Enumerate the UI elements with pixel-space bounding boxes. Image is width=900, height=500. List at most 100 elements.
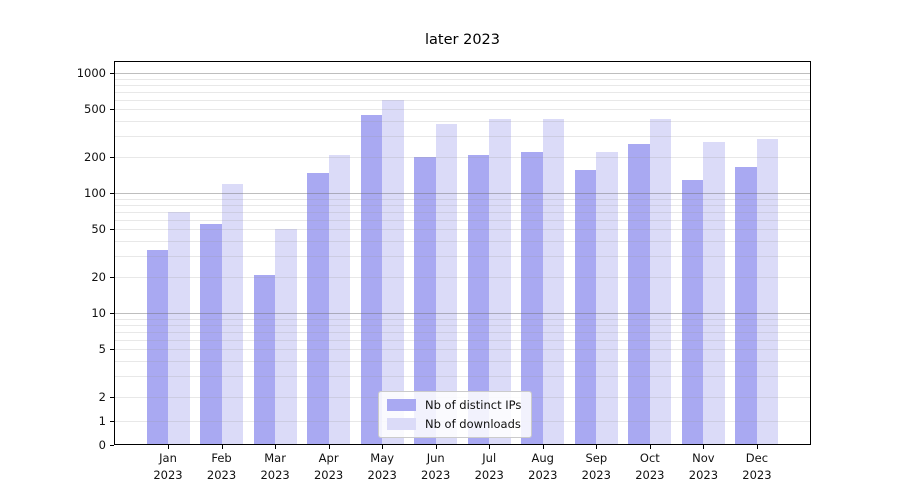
bar-downloads-Aug-2023 — [542, 119, 565, 444]
x-tick-label: Jan 2023 — [153, 450, 182, 485]
x-tick-mark — [649, 445, 651, 449]
bar-downloads-Mar-2023 — [275, 229, 297, 444]
x-tick-label: Feb 2023 — [207, 450, 236, 485]
x-tick-mark — [703, 445, 705, 449]
y-tick-label: 20 — [91, 270, 106, 285]
y-tick-label: 100 — [84, 186, 106, 201]
x-tick-label: Nov 2023 — [689, 450, 718, 485]
x-tick-year: 2023 — [260, 468, 290, 483]
x-tick-year: 2023 — [313, 468, 344, 483]
bar-downloads-Jun-2023 — [435, 123, 458, 444]
x-tick-month: Mar — [264, 451, 286, 465]
y-tick-mark — [110, 229, 114, 231]
x-tick-month: May — [370, 451, 395, 465]
gridline-minor — [115, 277, 810, 279]
x-tick-label: Jul 2023 — [475, 450, 504, 485]
x-tick-mark — [596, 445, 598, 449]
bar-distinct-ips-Feb-2023 — [200, 223, 222, 444]
gridline-minor — [115, 229, 810, 231]
gridline-minor — [115, 204, 810, 206]
x-tick-month: Apr — [318, 451, 339, 465]
chart-title: later 2023 — [425, 32, 500, 48]
x-tick-year: 2023 — [581, 468, 611, 483]
y-tick-label: 50 — [91, 222, 106, 237]
x-tick-mark — [756, 445, 758, 449]
gridline-minor — [115, 361, 810, 363]
y-tick-label: 1000 — [76, 66, 106, 81]
x-tick-mark — [435, 445, 437, 449]
x-tick-month: Jun — [426, 451, 445, 465]
legend: Nb of distinct IPs Nb of downloads — [378, 391, 533, 438]
x-tick-label: Oct 2023 — [635, 450, 664, 485]
x-tick-label: Jun 2023 — [421, 450, 450, 485]
gridline-minor — [115, 324, 810, 326]
x-tick-year: 2023 — [153, 468, 183, 483]
y-tick-mark — [110, 349, 114, 351]
y-tick-mark — [110, 421, 114, 423]
y-tick-mark — [110, 277, 114, 279]
gridline-minor — [115, 198, 810, 200]
gridline-minor — [115, 136, 810, 138]
bar-distinct-ips-Dec-2023 — [735, 167, 757, 444]
x-tick-year: 2023 — [421, 468, 451, 483]
bar-distinct-ips-Aug-2023 — [521, 152, 543, 444]
bar-downloads-Jul-2023 — [489, 119, 511, 444]
x-tick-label: Apr 2023 — [314, 450, 343, 485]
y-tick-mark — [110, 445, 114, 446]
x-tick-year: 2023 — [635, 468, 665, 483]
y-tick-mark — [110, 397, 114, 399]
x-tick-label: Dec 2023 — [742, 450, 771, 485]
gridline-minor — [115, 91, 810, 93]
gridline-minor — [115, 84, 810, 86]
x-tick-year: 2023 — [474, 468, 504, 483]
x-tick-month: Jul — [482, 451, 497, 465]
gridline-minor — [115, 331, 810, 333]
gridline-minor — [115, 349, 810, 351]
y-tick-mark — [110, 109, 114, 111]
x-tick-month: Jan — [159, 451, 177, 465]
x-tick-year: 2023 — [688, 468, 719, 483]
legend-label: Nb of downloads — [425, 417, 521, 431]
gridline-minor — [115, 109, 810, 111]
x-tick-mark — [542, 445, 544, 449]
x-tick-year: 2023 — [742, 468, 772, 483]
gridline-minor — [115, 256, 810, 258]
y-tick-mark — [110, 193, 114, 195]
x-tick-month: Sep — [585, 451, 608, 465]
x-tick-label: Aug 2023 — [528, 450, 557, 485]
x-tick-mark — [382, 445, 384, 449]
x-tick-mark — [275, 445, 277, 449]
gridline-minor — [115, 241, 810, 243]
y-tick-label: 5 — [98, 342, 106, 357]
y-tick-mark — [110, 73, 114, 75]
y-tick-mark — [110, 313, 114, 315]
bar-downloads-Jan-2023 — [168, 211, 190, 444]
bar-distinct-ips-Oct-2023 — [628, 143, 650, 444]
gridline-minor — [115, 318, 810, 320]
gridline-minor — [115, 78, 810, 80]
x-tick-mark — [221, 445, 223, 449]
x-tick-mark — [328, 445, 330, 449]
bar-downloads-Dec-2023 — [756, 138, 779, 444]
y-tick-mark — [110, 157, 114, 159]
legend-swatch-downloads — [387, 418, 416, 430]
gridline-major — [115, 193, 810, 195]
x-tick-year: 2023 — [367, 468, 397, 483]
x-tick-month: Oct — [639, 451, 660, 465]
bar-distinct-ips-Nov-2023 — [681, 179, 704, 444]
gridline-minor — [115, 219, 810, 221]
legend-swatch-distinct-ips — [387, 399, 416, 411]
x-tick-label: May 2023 — [368, 450, 397, 485]
bar-distinct-ips-Jun-2023 — [414, 156, 436, 444]
bar-downloads-Oct-2023 — [649, 119, 672, 444]
plot-area — [114, 61, 811, 445]
y-tick-label: 10 — [91, 306, 106, 321]
x-tick-month: Dec — [745, 451, 769, 465]
bar-distinct-ips-Jan-2023 — [146, 249, 168, 444]
x-tick-mark — [489, 445, 491, 449]
gridline-minor — [115, 157, 810, 159]
bar-downloads-Apr-2023 — [328, 155, 351, 444]
y-tick-label: 500 — [84, 102, 106, 117]
bar-distinct-ips-Mar-2023 — [253, 274, 276, 444]
y-tick-label: 0 — [98, 438, 106, 452]
